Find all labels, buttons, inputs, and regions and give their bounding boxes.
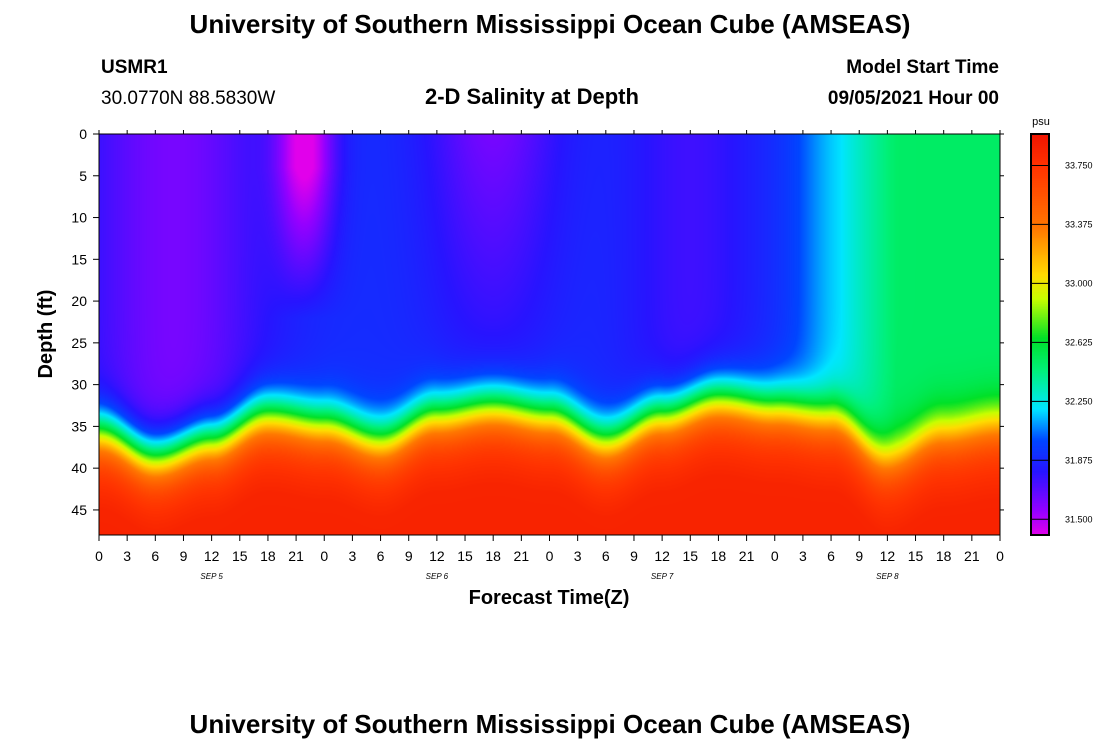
- date-label: SEP 8: [876, 572, 899, 581]
- date-label: SEP 6: [426, 572, 449, 581]
- y-tick-label: 5: [79, 168, 87, 184]
- station-id: USMR1: [101, 57, 168, 78]
- model-start-label: Model Start Time: [846, 57, 999, 78]
- x-tick-label: 12: [654, 548, 670, 564]
- x-tick-label: 9: [630, 548, 638, 564]
- x-tick-label: 12: [880, 548, 896, 564]
- chart-title-top: University of Southern Mississippi Ocean…: [189, 9, 911, 39]
- x-tick-label: 21: [288, 548, 304, 564]
- heatmap-image: [99, 134, 1000, 535]
- x-tick-label: 9: [180, 548, 188, 564]
- colorbar-frame: [1030, 133, 1050, 536]
- date-label: SEP 7: [651, 572, 674, 581]
- x-tick-label: 18: [936, 548, 952, 564]
- x-tick-label: 3: [123, 548, 131, 564]
- chart-title-bottom: University of Southern Mississippi Ocean…: [189, 709, 911, 739]
- date-labels: SEP 5 SEP 6 SEP 7 SEP 8: [200, 572, 899, 581]
- y-tick-label: 35: [71, 418, 87, 434]
- x-tick-label: 3: [574, 548, 582, 564]
- x-tick-label: 15: [908, 548, 924, 564]
- y-tick-label: 20: [71, 293, 87, 309]
- x-tick-label: 0: [546, 548, 554, 564]
- x-tick-label: 15: [457, 548, 473, 564]
- x-tick-label: 0: [320, 548, 328, 564]
- x-axis-title: Forecast Time(Z): [469, 587, 630, 609]
- x-tick-label: 18: [260, 548, 276, 564]
- station-coordinates: 30.0770N 88.5830W: [101, 88, 276, 109]
- x-tick-label: 15: [232, 548, 248, 564]
- colorbar-tick-label: 33.375: [1065, 219, 1093, 229]
- y-tick-label: 25: [71, 335, 87, 351]
- y-axis-title: Depth (ft): [35, 290, 57, 379]
- x-tick-label: 18: [711, 548, 727, 564]
- x-tick-label: 21: [514, 548, 530, 564]
- x-tick-label: 12: [429, 548, 445, 564]
- date-label: SEP 5: [200, 572, 223, 581]
- colorbar-ticks: 31.500 31.875 32.250 32.625 33.000 33.375 33.7…: [1031, 160, 1093, 524]
- colorbar-tick-label: 31.500: [1065, 514, 1093, 524]
- colorbar-unit: psu: [1032, 116, 1050, 128]
- x-tick-label: 6: [602, 548, 610, 564]
- x-axis: 0 3 6 9 12 15 18 21 0 3 6 9 12 15 18 21 0 3 6 9 12 15 18 21 0 3 6 9…: [95, 130, 1004, 564]
- x-tick-label: 18: [485, 548, 501, 564]
- y-tick-label: 10: [71, 210, 87, 226]
- x-tick-label: 21: [964, 548, 980, 564]
- y-tick-label: 0: [79, 126, 87, 142]
- colorbar-tick-label: 32.625: [1065, 337, 1093, 347]
- x-tick-label: 9: [405, 548, 413, 564]
- x-tick-label: 9: [855, 548, 863, 564]
- colorbar-tick-label: 33.000: [1065, 278, 1093, 288]
- y-tick-label: 15: [71, 251, 87, 267]
- plot-title: 2-D Salinity at Depth: [425, 84, 639, 109]
- x-tick-label: 3: [349, 548, 357, 564]
- colorbar-tick-label: 33.750: [1065, 160, 1093, 170]
- x-tick-label: 0: [95, 548, 103, 564]
- x-tick-label: 15: [682, 548, 698, 564]
- y-axis: 0 5 10 15 20 25 30 35 40 45: [71, 126, 1004, 518]
- y-tick-label: 30: [71, 377, 87, 393]
- colorbar-image: [1031, 134, 1049, 535]
- y-tick-label: 45: [71, 502, 87, 518]
- y-tick-label: 40: [71, 460, 87, 476]
- x-tick-label: 0: [996, 548, 1004, 564]
- colorbar-tick-label: 32.250: [1065, 396, 1093, 406]
- x-tick-label: 21: [739, 548, 755, 564]
- x-tick-label: 3: [799, 548, 807, 564]
- x-tick-label: 0: [771, 548, 779, 564]
- x-tick-label: 6: [151, 548, 159, 564]
- model-start-value: 09/05/2021 Hour 00: [827, 88, 999, 109]
- x-tick-label: 6: [827, 548, 835, 564]
- colorbar-tick-label: 31.875: [1065, 455, 1093, 465]
- x-tick-label: 6: [377, 548, 385, 564]
- x-tick-label: 12: [204, 548, 220, 564]
